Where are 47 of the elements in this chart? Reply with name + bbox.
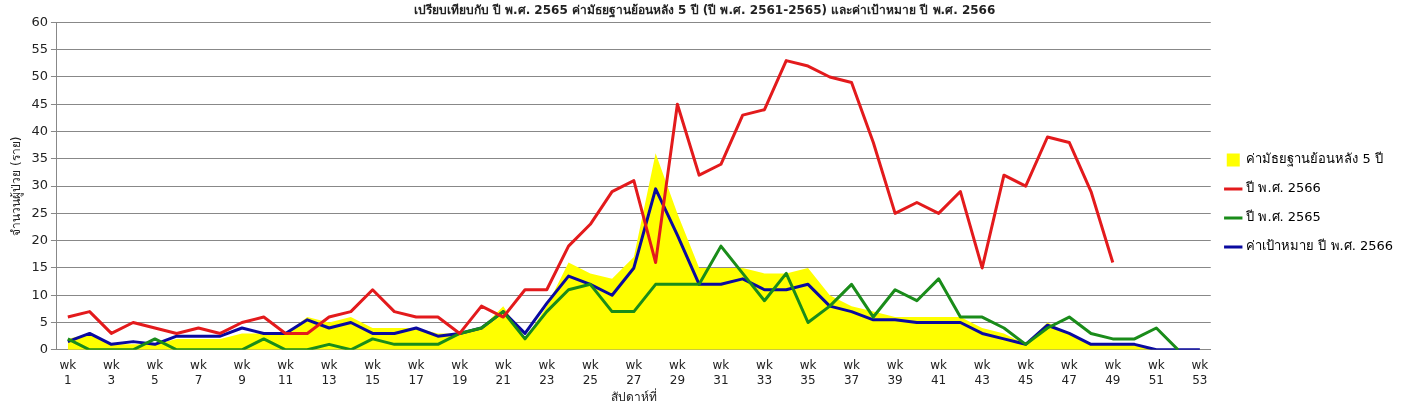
- x-axis-title: สัปดาห์ที่: [610, 387, 657, 404]
- x-tick-label: wk 27: [625, 358, 643, 387]
- y-tick-label: 60: [31, 13, 48, 29]
- x-tick-label: wk 17: [407, 358, 425, 387]
- x-tick-label: wk 51: [1147, 358, 1165, 387]
- x-tick-label: wk 19: [451, 358, 469, 387]
- y-tick-label: 15: [31, 259, 48, 275]
- x-tick-label: wk 3: [102, 358, 120, 387]
- x-tick-label: wk 29: [669, 358, 686, 387]
- y-tick-label: 10: [31, 286, 48, 302]
- x-tick-label: wk 11: [277, 358, 294, 387]
- x-tick-label: wk 49: [1104, 358, 1122, 387]
- y-tick-label: 55: [31, 41, 48, 57]
- x-tick-label: wk 35: [799, 358, 817, 387]
- chart-title: เปรียบเทียบกับ ปี พ.ศ. 2565 ค่ามัธยฐานย้อนหลัง 5 ปี (ปี พ.ศ. 2561-2565) และค่าเป้าหมาย ปี พ.ศ. 2566: [413, 3, 996, 19]
- y-tick-label: 0: [39, 341, 48, 357]
- x-tick-label: wk 25: [581, 358, 599, 387]
- x-tick-label: wk 15: [364, 358, 382, 387]
- x-tick-label: wk 39: [886, 358, 904, 387]
- x-tick-label: wk 41: [930, 358, 948, 387]
- x-tick-label: wk 31: [712, 358, 730, 387]
- legend-label: ปี พ.ศ. 2566: [1245, 180, 1321, 196]
- x-tick-label: wk 5: [146, 358, 164, 387]
- x-tick-label: wk 37: [843, 358, 860, 387]
- y-tick-label: 5: [39, 313, 48, 329]
- y-axis-title: จำนวนผู้ป่วย (ราย): [9, 136, 25, 236]
- x-tick-label: wk 47: [1060, 358, 1078, 387]
- y-tick-label: 50: [31, 68, 48, 84]
- y-tick-label: 40: [31, 122, 48, 138]
- y-tick-label: 35: [31, 150, 48, 166]
- legend-label: ค่ามัธยฐานย้อนหลัง 5 ปี: [1246, 151, 1383, 168]
- legend-label: ค่าเป้าหมาย ปี พ.ศ. 2566: [1246, 238, 1393, 254]
- x-tick-label: wk 9: [233, 358, 251, 387]
- x-tick-label: wk 45: [1017, 358, 1035, 387]
- legend-label: ปี พ.ศ. 2565: [1245, 209, 1321, 225]
- x-tick-label: wk 13: [320, 358, 338, 387]
- x-tick-label: wk 1: [59, 358, 77, 387]
- y-tick-label: 25: [31, 204, 48, 220]
- x-tick-label: wk 21: [494, 358, 512, 387]
- y-tick-label: 20: [31, 232, 48, 248]
- x-tick-label: wk 7: [190, 358, 207, 387]
- x-tick-label: wk 53: [1191, 358, 1209, 387]
- y-tick-label: 30: [31, 177, 48, 193]
- y-tick-label: 45: [31, 95, 48, 111]
- x-tick-label: wk 23: [538, 358, 556, 387]
- x-tick-label: wk 43: [973, 358, 991, 387]
- x-tick-label: wk 33: [756, 358, 773, 387]
